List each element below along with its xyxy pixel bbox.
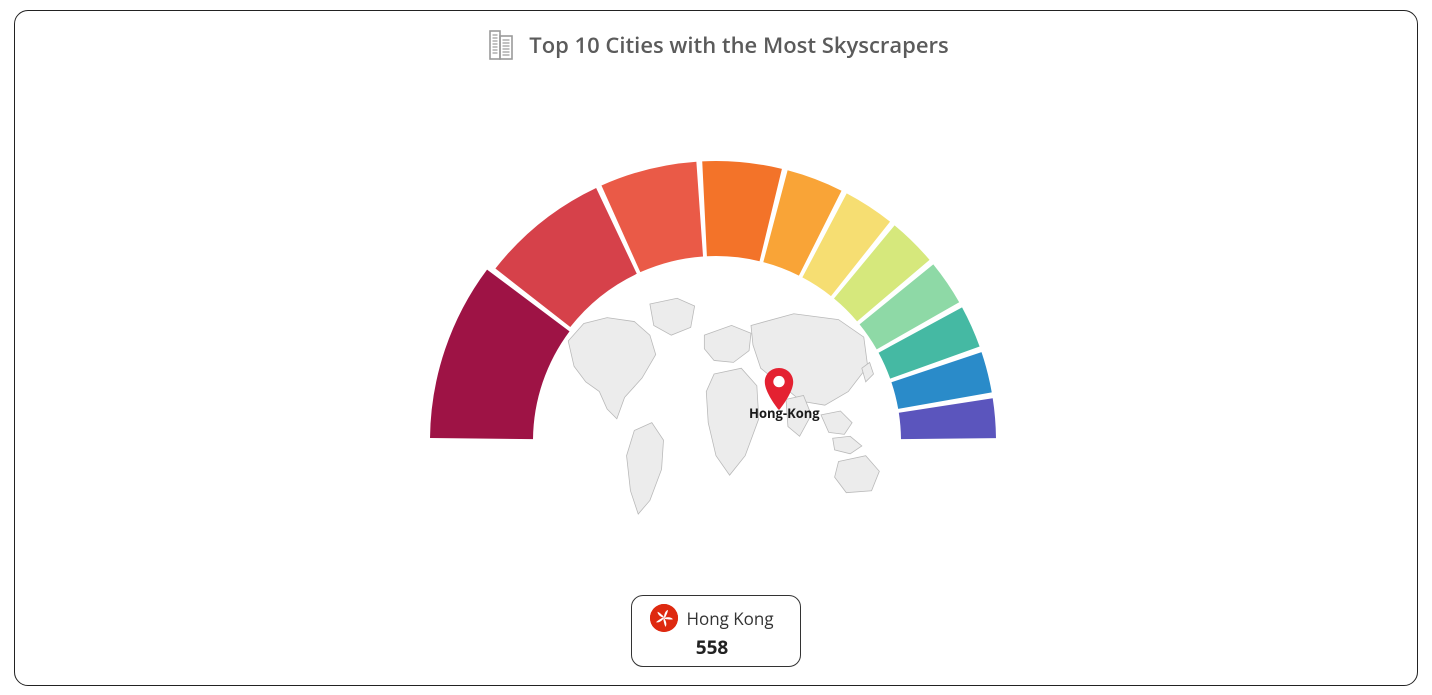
city-callout: Hong Kong 558 [631, 595, 801, 667]
gauge-area: Hong-Kong [416, 111, 1016, 551]
callout-city-name: Hong Kong [686, 607, 773, 630]
callout-city-value: 558 [696, 634, 729, 660]
callout-top: Hong Kong [650, 604, 773, 632]
map-pin-label: Hong-Kong [749, 404, 820, 422]
title-row: Top 10 Cities with the Most Skyscrapers [15, 27, 1417, 63]
world-map [541, 281, 891, 541]
flag-icon [650, 604, 678, 632]
chart-title: Top 10 Cities with the Most Skyscrapers [529, 30, 948, 60]
infographic-card: Top 10 Cities with the Most Skyscrapers … [14, 10, 1418, 686]
building-icon [483, 27, 519, 63]
